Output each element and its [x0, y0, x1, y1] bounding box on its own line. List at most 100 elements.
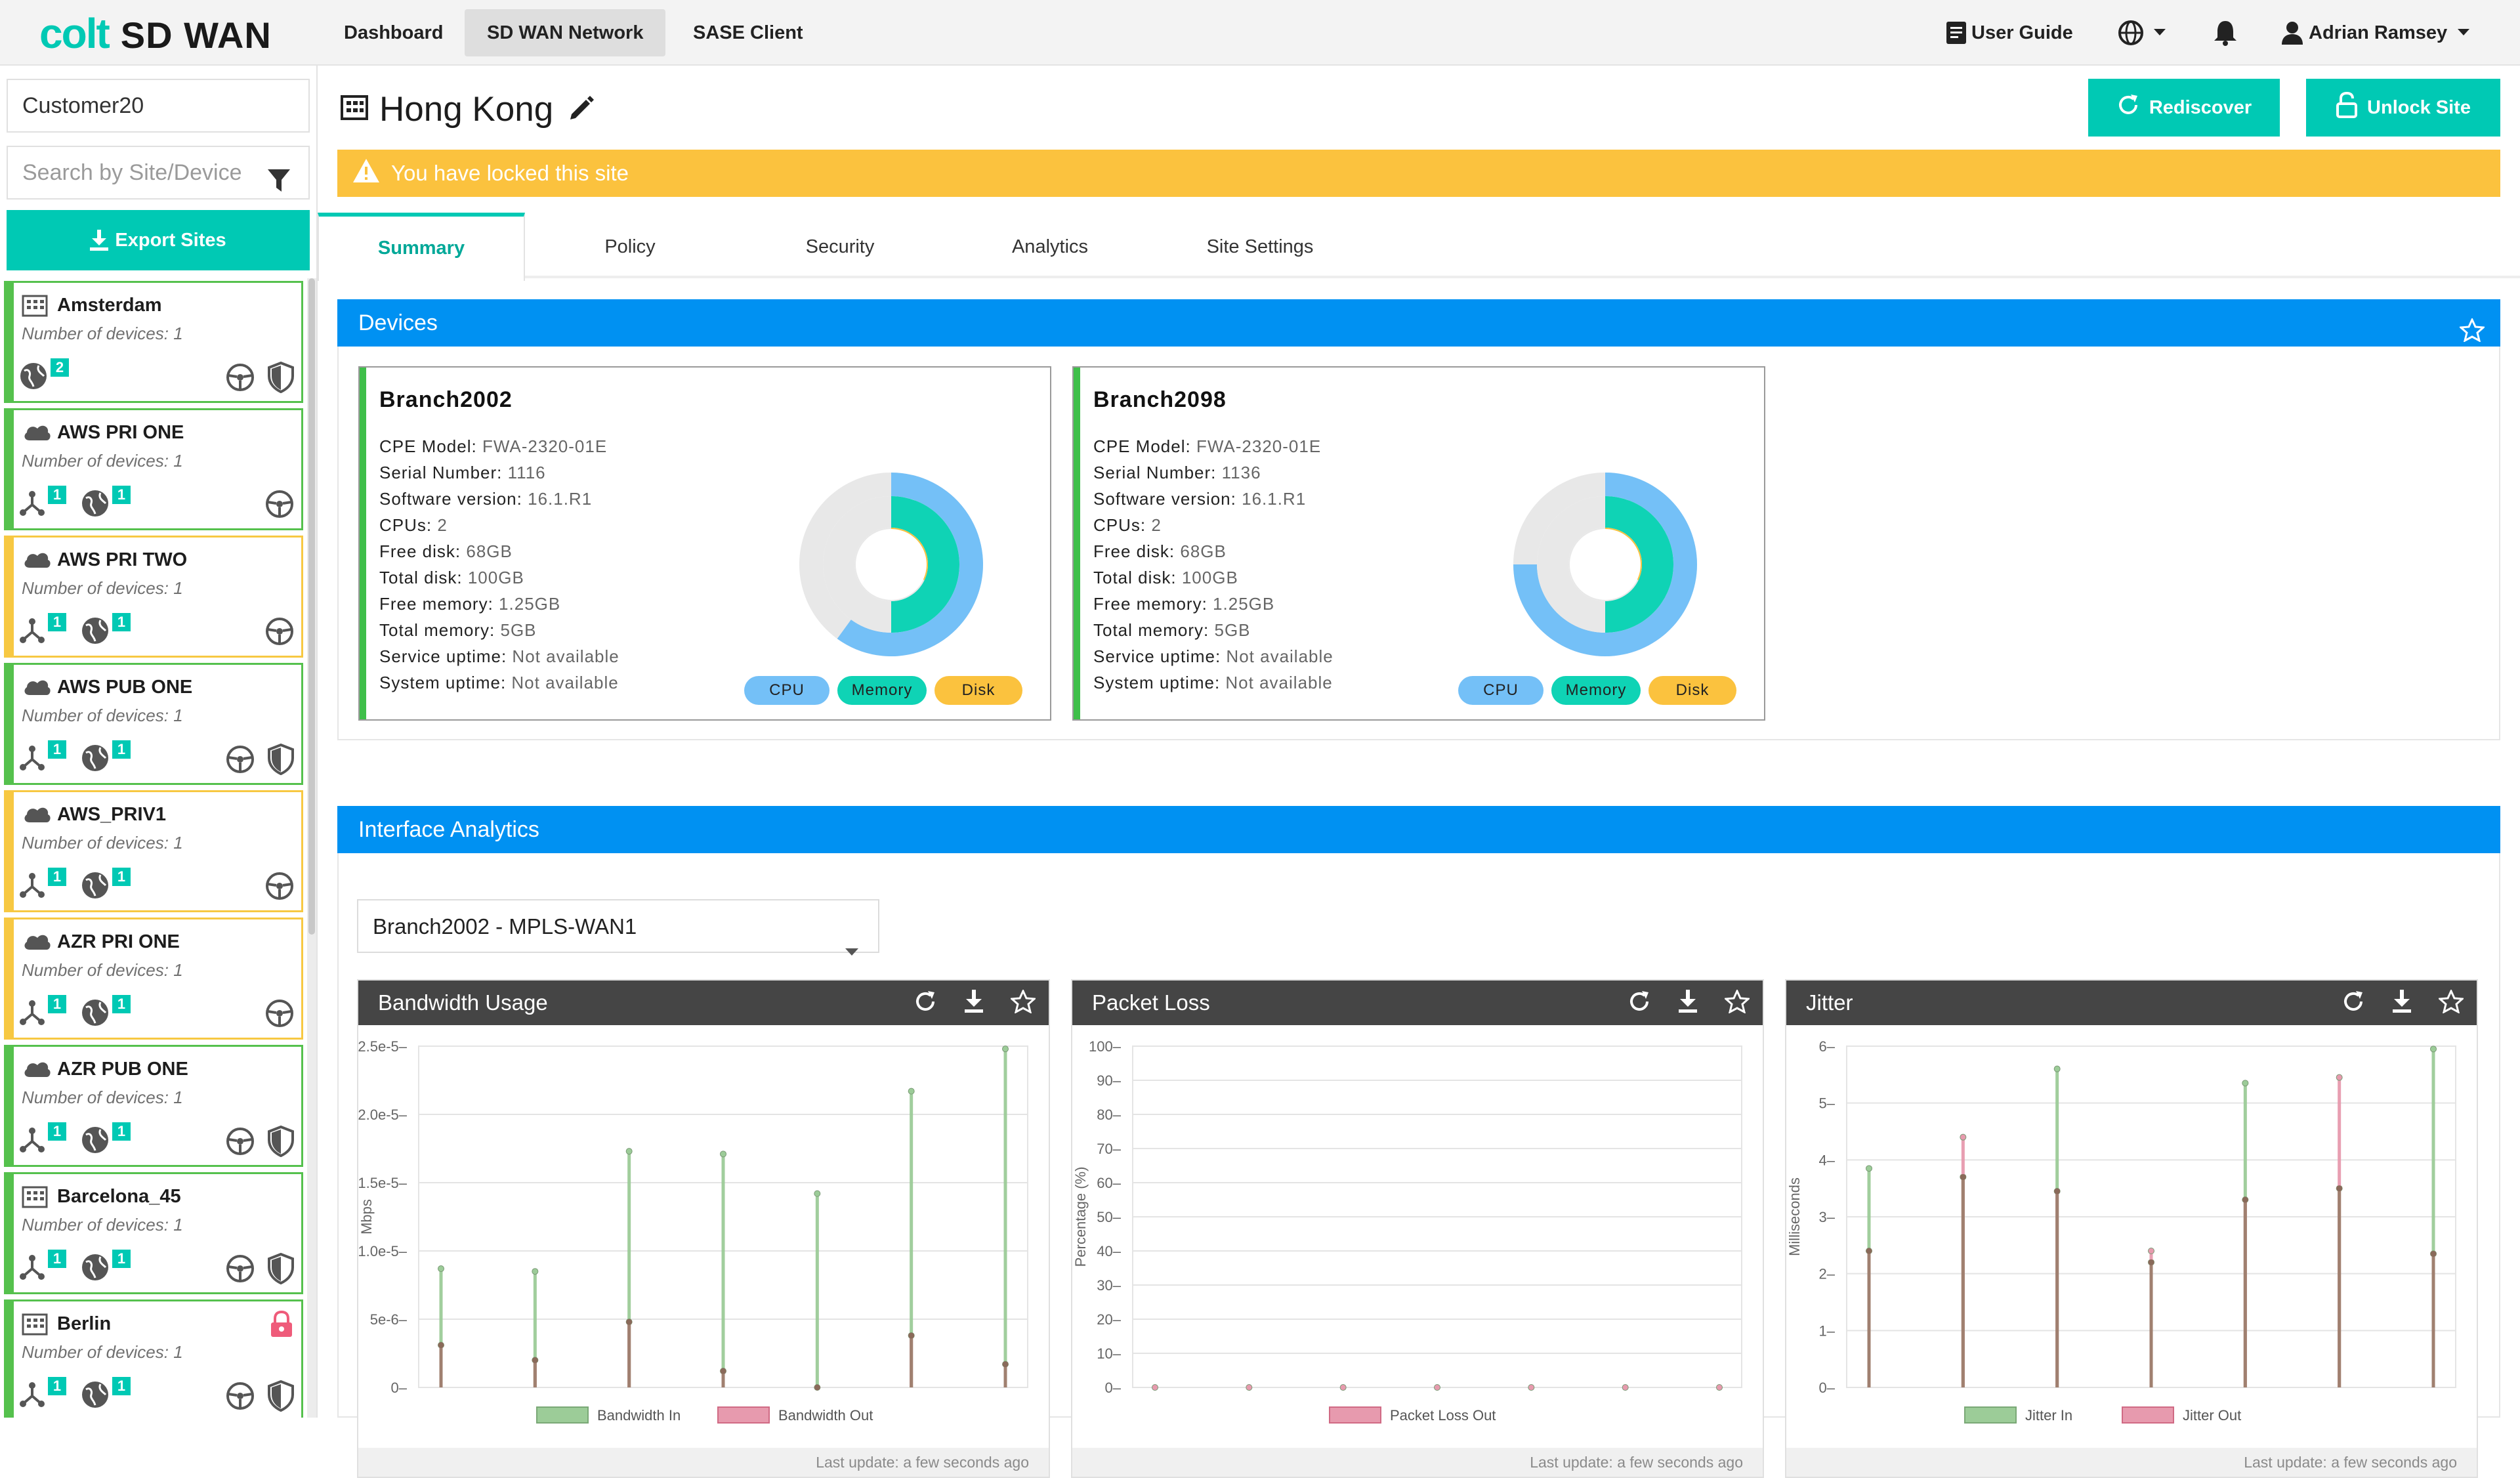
status-bar [6, 1174, 14, 1292]
tab-analytics[interactable]: Analytics [1011, 236, 1089, 257]
tab-security[interactable]: Security [805, 236, 875, 257]
nav-tab-sase-client[interactable]: SASE Client [693, 22, 803, 43]
interface-select[interactable]: Branch2002 - MPLS-WAN1 [357, 899, 879, 956]
site-card-aws-pri-one[interactable]: AWS PRI ONE Number of devices: 1 1 1 [4, 408, 303, 530]
star-icon[interactable] [1011, 990, 1036, 1013]
count-badge: 1 [48, 1122, 66, 1141]
status-bar [6, 665, 14, 783]
mpls-link-status: 1 [19, 1122, 66, 1156]
steering-wheel-icon[interactable] [225, 1254, 255, 1284]
star-icon[interactable] [2439, 990, 2464, 1013]
shield-icon[interactable] [267, 1253, 295, 1284]
rediscover-button[interactable]: Rediscover [2088, 79, 2280, 137]
unlock-icon [2336, 91, 2367, 123]
memory-legend-pill[interactable]: Memory [837, 676, 927, 705]
language-menu[interactable] [2117, 17, 2166, 49]
site-card-barcelona-45[interactable]: Barcelona_45 Number of devices: 1 1 1 [4, 1172, 303, 1294]
network-icon [19, 490, 45, 520]
data-point [1002, 1361, 1009, 1368]
steering-wheel-icon[interactable] [264, 998, 295, 1028]
memory-ring-value [1605, 496, 1673, 633]
site-card-aws-pri-two[interactable]: AWS PRI TWO Number of devices: 1 1 1 [4, 536, 303, 658]
steering-wheel-icon[interactable] [225, 362, 255, 392]
disk-legend-pill[interactable]: Disk [1648, 676, 1736, 705]
data-point [438, 1265, 444, 1273]
data-point [626, 1319, 633, 1325]
steering-wheel-icon[interactable] [225, 1381, 255, 1411]
site-search-input[interactable]: Search by Site/Device [7, 146, 310, 200]
nav-tab-sdwan-network[interactable]: SD WAN Network [465, 9, 666, 56]
shield-icon[interactable] [267, 744, 295, 775]
data-point [1960, 1133, 1967, 1141]
resource-usage-donut [799, 473, 983, 656]
customer-field[interactable]: Customer20 [7, 79, 310, 133]
tab-policy[interactable]: Policy [604, 236, 656, 257]
download-icon[interactable] [1677, 990, 1698, 1013]
count-badge: 1 [112, 740, 131, 759]
site-card-aws-priv1[interactable]: AWS_PRIV1 Number of devices: 1 1 1 [4, 790, 303, 912]
shield-icon[interactable] [267, 362, 295, 393]
spec-key: Free memory: [379, 594, 494, 614]
steering-wheel-icon[interactable] [264, 489, 295, 519]
disk-legend-pill[interactable]: Disk [934, 676, 1022, 705]
download-icon[interactable] [2391, 990, 2412, 1013]
user-menu[interactable]: Adrian Ramsey [2281, 17, 2470, 49]
site-card-amsterdam[interactable]: Amsterdam Number of devices: 1 2 [4, 281, 303, 403]
spec-value: 100GB [467, 568, 524, 587]
y-tick-label: 3– [1819, 1209, 1836, 1225]
cloud-icon [22, 677, 52, 700]
spec-key: Total disk: [1093, 568, 1177, 587]
data-point [2054, 1188, 2061, 1194]
download-icon[interactable] [963, 990, 984, 1013]
y-tick-label: 40– [1097, 1243, 1121, 1259]
export-sites-button[interactable]: Export Sites [7, 210, 310, 270]
shield-icon[interactable] [267, 1380, 295, 1412]
y-tick-label: 6– [1819, 1038, 1836, 1055]
refresh-icon[interactable] [2342, 990, 2365, 1013]
site-card-berlin[interactable]: Berlin Number of devices: 1 1 1 [4, 1299, 303, 1418]
refresh-icon[interactable] [914, 990, 937, 1013]
status-bar [6, 792, 14, 910]
notifications-button[interactable] [2213, 17, 2238, 49]
pencil-icon[interactable] [568, 89, 595, 129]
cpu-ring-value [837, 473, 983, 656]
nav-tab-dashboard[interactable]: Dashboard [344, 22, 444, 43]
steering-wheel-icon[interactable] [225, 1126, 255, 1156]
site-card-aws-pub-one[interactable]: AWS PUB ONE Number of devices: 1 1 1 [4, 663, 303, 785]
y-tick-label: 60– [1097, 1175, 1121, 1191]
device-card-branch2098[interactable]: Branch2098 CPE Model: FWA-2320-01E Seria… [1072, 366, 1765, 721]
rediscover-label: Rediscover [2149, 96, 2252, 118]
logo-product: SD WAN [120, 14, 272, 56]
scrollbar-thumb[interactable] [308, 278, 315, 935]
cpu-legend-pill[interactable]: CPU [1458, 676, 1544, 705]
star-icon[interactable] [1725, 990, 1750, 1013]
legend-label: Jitter In [2025, 1407, 2072, 1424]
data-point [720, 1368, 726, 1374]
site-card-azr-pri-one[interactable]: AZR PRI ONE Number of devices: 1 1 1 [4, 918, 303, 1040]
star-icon[interactable] [2458, 311, 2486, 358]
memory-legend-pill[interactable]: Memory [1551, 676, 1641, 705]
status-bar [360, 368, 366, 719]
tab-summary[interactable]: Summary [318, 213, 525, 281]
tab-site-settings[interactable]: Site Settings [1206, 236, 1314, 257]
filter-icon[interactable] [268, 160, 290, 211]
mpls-link-status: 1 [19, 740, 66, 774]
steering-wheel-icon[interactable] [264, 616, 295, 646]
device-card-branch2002[interactable]: Branch2002 CPE Model: FWA-2320-01E Seria… [358, 366, 1051, 721]
app-logo[interactable]: colt SD WAN [39, 9, 272, 57]
unlock-site-button[interactable]: Unlock Site [2306, 79, 2500, 137]
shield-icon[interactable] [267, 1126, 295, 1157]
site-list-scrollbar[interactable] [307, 278, 316, 1418]
status-bar [6, 538, 14, 656]
data-point [532, 1268, 539, 1275]
site-card-azr-pub-one[interactable]: AZR PUB ONE Number of devices: 1 1 1 [4, 1045, 303, 1167]
cpu-legend-pill[interactable]: CPU [744, 676, 830, 705]
spec-key: CPUs: [379, 515, 432, 535]
data-point [1002, 1045, 1009, 1053]
steering-wheel-icon[interactable] [264, 871, 295, 901]
steering-wheel-icon[interactable] [225, 744, 255, 774]
disk-ring-value [1605, 528, 1642, 580]
memory-ring-value [891, 496, 959, 633]
user-guide-link[interactable]: User Guide [1945, 17, 2073, 49]
refresh-icon[interactable] [1628, 990, 1651, 1013]
